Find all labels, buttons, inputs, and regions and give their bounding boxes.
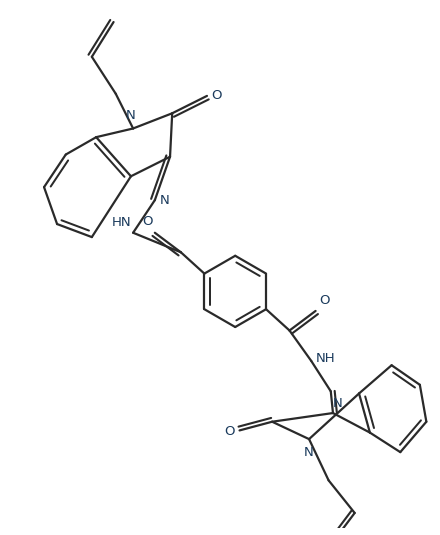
- Text: N: N: [333, 396, 343, 409]
- Text: O: O: [319, 294, 330, 308]
- Text: N: N: [126, 109, 136, 122]
- Text: N: N: [160, 194, 170, 207]
- Text: O: O: [142, 216, 153, 228]
- Text: HN: HN: [111, 216, 131, 230]
- Text: NH: NH: [315, 352, 335, 365]
- Text: O: O: [211, 88, 222, 102]
- Text: N: N: [304, 446, 314, 459]
- Text: O: O: [225, 425, 235, 438]
